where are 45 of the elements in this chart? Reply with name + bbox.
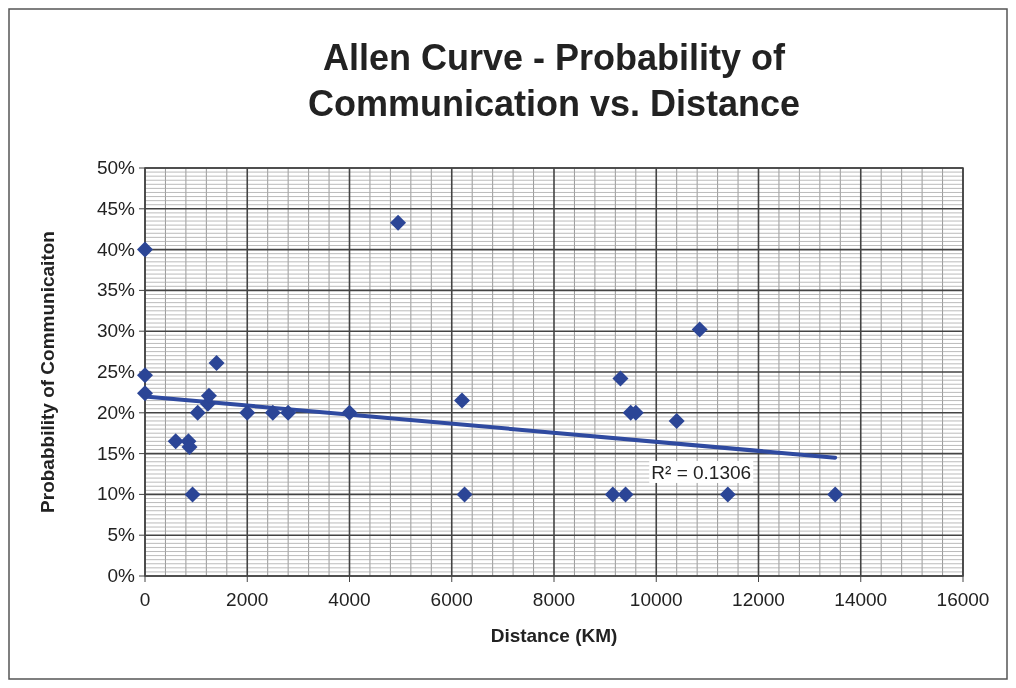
- point: [827, 486, 844, 503]
- point: [668, 412, 685, 429]
- point: [167, 433, 184, 450]
- point: [604, 486, 621, 503]
- x-tick-label: 12000: [732, 589, 785, 610]
- x-tick-label: 14000: [834, 589, 888, 610]
- y-tick-label: 25%: [96, 361, 136, 382]
- point: [719, 486, 736, 503]
- x-tick-label: 0: [139, 589, 151, 610]
- annotation: R² = 0.1306: [651, 461, 752, 483]
- y-tick-label: 15%: [96, 442, 136, 464]
- point: [239, 404, 256, 421]
- y-tick-label: 0%: [107, 565, 136, 586]
- point: [456, 486, 473, 503]
- point: [184, 486, 201, 503]
- x-tick-label: 6000: [430, 589, 473, 610]
- point: [341, 404, 358, 421]
- y-tick-label: 30%: [96, 320, 136, 342]
- point: [137, 367, 153, 384]
- point: [453, 392, 470, 409]
- point: [691, 321, 708, 338]
- y-tick-label: 50%: [96, 157, 136, 178]
- x-tick-label: 8000: [532, 589, 576, 610]
- point: [137, 385, 153, 402]
- point: [280, 404, 297, 421]
- y-tick-label: 45%: [96, 197, 136, 219]
- point: [617, 486, 634, 503]
- chart-title: Allen Curve - Probability of Communication vs. Distance: [307, 37, 801, 124]
- y-tick-label: 40%: [96, 238, 136, 260]
- point: [390, 214, 407, 231]
- point: [264, 404, 281, 421]
- y-tick-label: 20%: [96, 401, 136, 423]
- y-tick-label: 10%: [96, 483, 136, 505]
- x-tick-label: 4000: [328, 589, 371, 610]
- point: [189, 404, 206, 421]
- point: [612, 370, 629, 387]
- y-tick-label: 35%: [96, 279, 136, 301]
- y-axis-title: Probabbility of Communicaiton: [37, 231, 58, 513]
- point: [137, 241, 153, 258]
- y-tick-label: 5%: [107, 524, 136, 546]
- x-tick-label: 10000: [629, 589, 683, 610]
- x-axis-title: Distance (KM): [490, 625, 618, 646]
- x-tick-label: 2000: [226, 589, 269, 610]
- point: [208, 355, 225, 372]
- x-tick-label: 16000: [936, 589, 990, 610]
